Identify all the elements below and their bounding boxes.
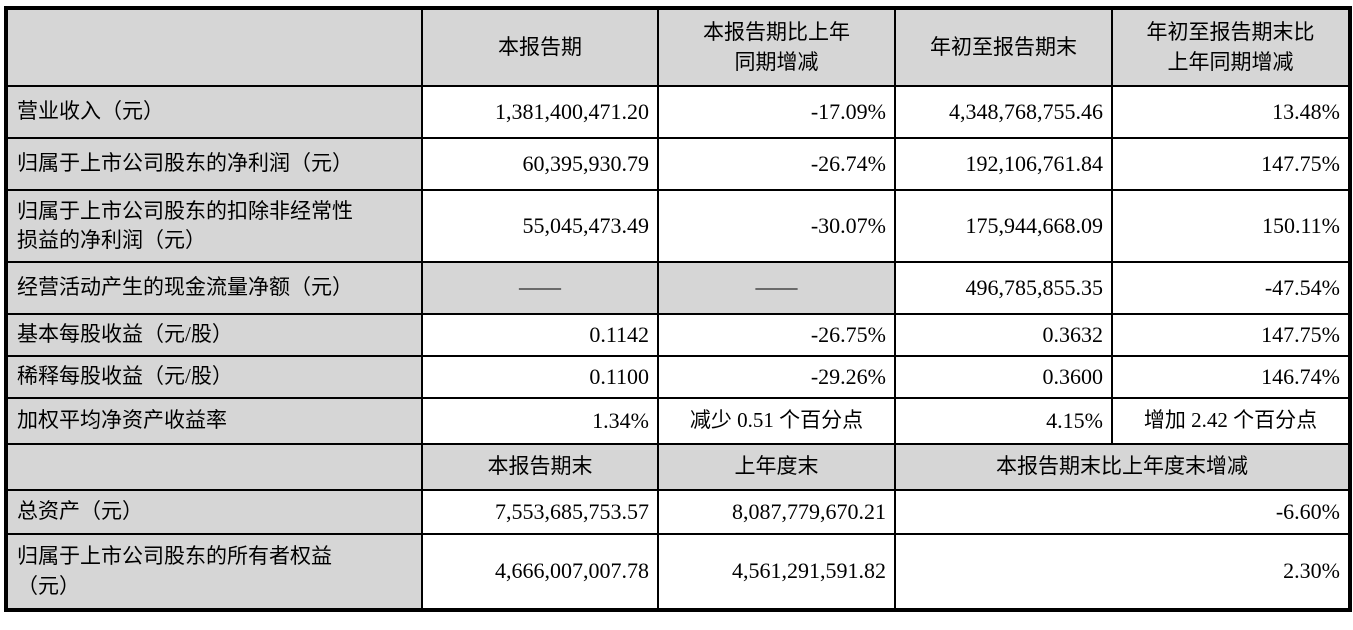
cell-owners-equity-change: 2.30% bbox=[894, 533, 1351, 611]
header-end-of-prev-year: 上年度末 bbox=[657, 443, 896, 491]
financial-summary-table: 本报告期 本报告期比上年 同期增减 年初至报告期末 年初至报告期末比 上年同期增… bbox=[4, 6, 1352, 612]
cell-operating-revenue-ytd: 4,348,768,755.46 bbox=[894, 85, 1113, 139]
table-header-row-period: 本报告期 本报告期比上年 同期增减 年初至报告期末 年初至报告期末比 上年同期增… bbox=[5, 7, 1351, 87]
header-ytd: 年初至报告期末 bbox=[894, 7, 1113, 87]
cell-cash-flow-ytd-yoy: -47.54% bbox=[1111, 261, 1351, 315]
cell-diluted-eps-current: 0.1100 bbox=[421, 355, 659, 399]
cell-net-profit-ytd-yoy: 147.75% bbox=[1111, 137, 1351, 191]
row-net-profit-excl-nonrecurring: 归属于上市公司股东的扣除非经常性 损益的净利润（元） 55,045,473.49… bbox=[5, 189, 1351, 263]
row-operating-revenue: 营业收入（元） 1,381,400,471.20 -17.09% 4,348,7… bbox=[5, 85, 1351, 139]
cell-net-profit-excl-current: 55,045,473.49 bbox=[421, 189, 659, 263]
cell-net-profit-excl-ytd-yoy: 150.11% bbox=[1111, 189, 1351, 263]
cell-basic-eps-current: 0.1142 bbox=[421, 313, 659, 357]
cell-net-profit-excl-ytd: 175,944,668.09 bbox=[894, 189, 1113, 263]
cell-net-profit-excl-current-yoy: -30.07% bbox=[657, 189, 896, 263]
cell-total-assets-end: 7,553,685,753.57 bbox=[421, 489, 659, 535]
cell-basic-eps-label: 基本每股收益（元/股） bbox=[5, 313, 423, 357]
header-period-end-change: 本报告期末比上年度末增减 bbox=[894, 443, 1351, 491]
row-operating-cash-flow: 经营活动产生的现金流量净额（元） —— —— 496,785,855.35 -4… bbox=[5, 261, 1351, 315]
cell-net-profit-current-yoy: -26.74% bbox=[657, 137, 896, 191]
cell-cash-flow-label: 经营活动产生的现金流量净额（元） bbox=[5, 261, 423, 315]
header2-blank-cell bbox=[5, 443, 423, 491]
cell-roe-current-yoy: 减少 0.51 个百分点 bbox=[657, 397, 896, 445]
cell-diluted-eps-ytd: 0.3600 bbox=[894, 355, 1113, 399]
row-diluted-eps: 稀释每股收益（元/股） 0.1100 -29.26% 0.3600 146.74… bbox=[5, 355, 1351, 399]
header-current-period: 本报告期 bbox=[421, 7, 659, 87]
header-blank-cell bbox=[5, 7, 423, 87]
cell-basic-eps-current-yoy: -26.75% bbox=[657, 313, 896, 357]
cell-cash-flow-current-dash: —— bbox=[421, 261, 659, 315]
row-weighted-avg-roe: 加权平均净资产收益率 1.34% 减少 0.51 个百分点 4.15% 增加 2… bbox=[5, 397, 1351, 445]
cell-operating-revenue-label: 营业收入（元） bbox=[5, 85, 423, 139]
cell-diluted-eps-label: 稀释每股收益（元/股） bbox=[5, 355, 423, 399]
cell-owners-equity-prev-end: 4,561,291,591.82 bbox=[657, 533, 896, 611]
row-owners-equity: 归属于上市公司股东的所有者权益 （元） 4,666,007,007.78 4,5… bbox=[5, 533, 1351, 611]
cell-net-profit-excl-label: 归属于上市公司股东的扣除非经常性 损益的净利润（元） bbox=[5, 189, 423, 263]
cell-operating-revenue-current-yoy: -17.09% bbox=[657, 85, 896, 139]
cell-total-assets-label: 总资产（元） bbox=[5, 489, 423, 535]
cell-roe-ytd-yoy: 增加 2.42 个百分点 bbox=[1111, 397, 1351, 445]
cell-owners-equity-label: 归属于上市公司股东的所有者权益 （元） bbox=[5, 533, 423, 611]
cell-roe-label: 加权平均净资产收益率 bbox=[5, 397, 423, 445]
row-basic-eps: 基本每股收益（元/股） 0.1142 -26.75% 0.3632 147.75… bbox=[5, 313, 1351, 357]
table-header-row-period-end: 本报告期末 上年度末 本报告期末比上年度末增减 bbox=[5, 443, 1351, 491]
row-total-assets: 总资产（元） 7,553,685,753.57 8,087,779,670.21… bbox=[5, 489, 1351, 535]
cell-roe-current: 1.34% bbox=[421, 397, 659, 445]
row-net-profit: 归属于上市公司股东的净利润（元） 60,395,930.79 -26.74% 1… bbox=[5, 137, 1351, 191]
cell-net-profit-ytd: 192,106,761.84 bbox=[894, 137, 1113, 191]
cell-diluted-eps-ytd-yoy: 146.74% bbox=[1111, 355, 1351, 399]
cell-total-assets-change: -6.60% bbox=[894, 489, 1351, 535]
cell-basic-eps-ytd: 0.3632 bbox=[894, 313, 1113, 357]
cell-owners-equity-end: 4,666,007,007.78 bbox=[421, 533, 659, 611]
cell-diluted-eps-current-yoy: -29.26% bbox=[657, 355, 896, 399]
cell-operating-revenue-current: 1,381,400,471.20 bbox=[421, 85, 659, 139]
cell-total-assets-prev-end: 8,087,779,670.21 bbox=[657, 489, 896, 535]
header-current-period-yoy: 本报告期比上年 同期增减 bbox=[657, 7, 896, 87]
cell-operating-revenue-ytd-yoy: 13.48% bbox=[1111, 85, 1351, 139]
cell-roe-ytd: 4.15% bbox=[894, 397, 1113, 445]
header-ytd-yoy: 年初至报告期末比 上年同期增减 bbox=[1111, 7, 1351, 87]
cell-net-profit-label: 归属于上市公司股东的净利润（元） bbox=[5, 137, 423, 191]
cell-cash-flow-current-yoy-dash: —— bbox=[657, 261, 896, 315]
cell-basic-eps-ytd-yoy: 147.75% bbox=[1111, 313, 1351, 357]
cell-net-profit-current: 60,395,930.79 bbox=[421, 137, 659, 191]
cell-cash-flow-ytd: 496,785,855.35 bbox=[894, 261, 1113, 315]
header-end-of-period: 本报告期末 bbox=[421, 443, 659, 491]
